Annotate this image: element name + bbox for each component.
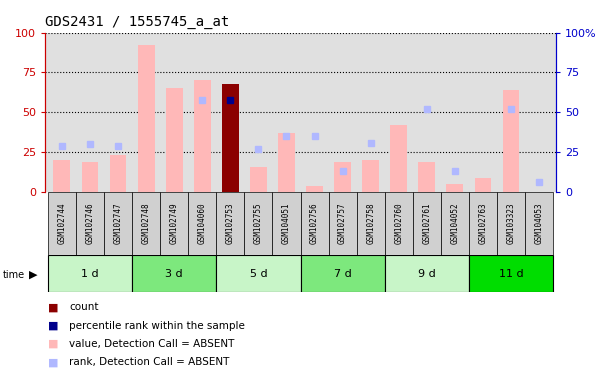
Bar	[222, 84, 239, 192]
Bar	[216, 192, 245, 255]
Bar	[132, 255, 216, 292]
Bar	[418, 162, 435, 192]
Text: GSM102744: GSM102744	[58, 203, 67, 245]
Bar	[385, 255, 469, 292]
Text: rank, Detection Call = ABSENT: rank, Detection Call = ABSENT	[69, 358, 230, 367]
Bar	[132, 192, 160, 255]
Bar	[334, 162, 351, 192]
Text: 1 d: 1 d	[81, 268, 99, 279]
Text: GSM102753: GSM102753	[226, 203, 235, 245]
Bar	[356, 192, 385, 255]
Text: GSM102756: GSM102756	[310, 203, 319, 245]
Bar	[362, 160, 379, 192]
Text: ■: ■	[48, 358, 58, 367]
Text: 11 d: 11 d	[499, 268, 523, 279]
Text: GDS2431 / 1555745_a_at: GDS2431 / 1555745_a_at	[45, 15, 230, 29]
Bar	[109, 156, 126, 192]
Text: 5 d: 5 d	[249, 268, 267, 279]
Bar	[53, 160, 70, 192]
Bar	[300, 255, 385, 292]
Text: GSM104052: GSM104052	[450, 203, 459, 245]
Bar	[160, 192, 188, 255]
Bar	[166, 88, 183, 192]
Bar	[76, 192, 104, 255]
Text: ■: ■	[48, 321, 58, 331]
Text: ▶: ▶	[29, 270, 37, 280]
Bar	[497, 192, 525, 255]
Text: ■: ■	[48, 302, 58, 312]
Bar	[441, 192, 469, 255]
Bar	[194, 81, 211, 192]
Bar	[278, 133, 295, 192]
Text: count: count	[69, 302, 99, 312]
Text: GSM104060: GSM104060	[198, 203, 207, 245]
Text: GSM102763: GSM102763	[478, 203, 487, 245]
Text: GSM102757: GSM102757	[338, 203, 347, 245]
Text: GSM102749: GSM102749	[169, 203, 178, 245]
Bar	[300, 192, 329, 255]
Bar	[469, 192, 497, 255]
Text: GSM103323: GSM103323	[507, 203, 516, 245]
Text: GSM102760: GSM102760	[394, 203, 403, 245]
Bar	[48, 192, 76, 255]
Bar	[469, 255, 553, 292]
Text: GSM102748: GSM102748	[142, 203, 151, 245]
Text: GSM104053: GSM104053	[534, 203, 543, 245]
Text: 3 d: 3 d	[165, 268, 183, 279]
Bar	[82, 162, 99, 192]
Bar	[385, 192, 413, 255]
Bar	[502, 90, 519, 192]
Text: time: time	[3, 270, 25, 280]
Bar	[104, 192, 132, 255]
Bar	[48, 255, 132, 292]
Bar	[525, 192, 553, 255]
Text: GSM102746: GSM102746	[85, 203, 94, 245]
Bar	[475, 178, 492, 192]
Bar	[329, 192, 356, 255]
Text: 9 d: 9 d	[418, 268, 436, 279]
Text: GSM102747: GSM102747	[114, 203, 123, 245]
Bar	[272, 192, 300, 255]
Bar	[447, 184, 463, 192]
Bar	[216, 255, 300, 292]
Bar	[413, 192, 441, 255]
Bar	[138, 45, 154, 192]
Text: ■: ■	[48, 339, 58, 349]
Text: GSM102761: GSM102761	[423, 203, 432, 245]
Bar	[188, 192, 216, 255]
Bar	[306, 185, 323, 192]
Bar	[390, 125, 407, 192]
Text: GSM104051: GSM104051	[282, 203, 291, 245]
Bar	[245, 192, 272, 255]
Text: GSM102755: GSM102755	[254, 203, 263, 245]
Text: GSM102758: GSM102758	[366, 203, 375, 245]
Text: value, Detection Call = ABSENT: value, Detection Call = ABSENT	[69, 339, 234, 349]
Text: 7 d: 7 d	[334, 268, 352, 279]
Text: percentile rank within the sample: percentile rank within the sample	[69, 321, 245, 331]
Bar	[250, 167, 267, 192]
